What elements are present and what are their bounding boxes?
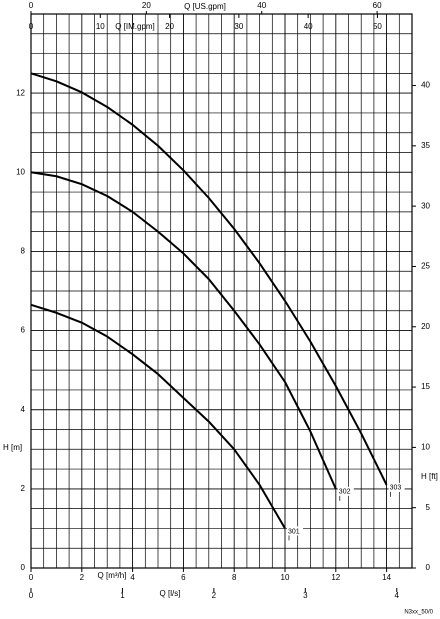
x-axis-label: Q [m³/h] (98, 571, 127, 580)
curve-label-bg (388, 482, 405, 492)
y-tick-label: 12 (16, 88, 25, 97)
right-tick-label: 20 (421, 322, 430, 331)
right-axis-label: H [ft] (421, 472, 438, 481)
x-tick-label: 4 (130, 573, 135, 582)
top-inner-tick-label: 10 (96, 22, 105, 31)
right-tick-label: 10 (421, 442, 430, 451)
y-axis-label: H [m] (3, 443, 22, 452)
curve (30, 303, 286, 529)
y-tick-label: 0 (21, 563, 26, 572)
y-tick-label: 2 (21, 484, 26, 493)
y-tick-label: 8 (21, 247, 26, 256)
x-tick-label: 0 (29, 573, 34, 582)
curve-label-bg (287, 526, 303, 536)
bottom-tick-label: 0 (29, 591, 34, 600)
top-inner-tick-label: 40 (304, 22, 313, 31)
top-inner-tick-label: 0 (29, 22, 34, 31)
curve-label: 303 (390, 485, 402, 492)
right-tick-label: 15 (421, 382, 430, 391)
x-tick-label: 2 (80, 573, 85, 582)
top-tick-label: 20 (142, 1, 151, 10)
curve (30, 72, 388, 486)
curve-label-bg (337, 486, 354, 496)
right-tick-label: 40 (421, 81, 430, 90)
x-tick-label: 6 (181, 573, 186, 582)
top-inner-axis-label: Q [IM.gpm] (115, 22, 155, 31)
top-axis-label: Q [US.gpm] (184, 2, 226, 11)
bottom-tick-label: 2 (212, 591, 217, 600)
bottom-tick-label: 1 (120, 591, 125, 600)
bottom-tick-label: 3 (303, 591, 308, 600)
curve-label: 302 (339, 489, 351, 496)
top-tick-label: 40 (257, 1, 266, 10)
x-tick-label: 10 (281, 573, 290, 582)
bottom-tick-label: 4 (395, 591, 400, 600)
right-tick-label: 30 (421, 201, 430, 210)
right-tick-label: 25 (421, 262, 430, 271)
top-inner-tick-label: 50 (373, 22, 382, 31)
curve (30, 171, 337, 490)
chart-code: N3xx_50/0 (404, 610, 433, 616)
right-tick-label: 35 (421, 141, 430, 150)
top-inner-tick-label: 30 (234, 22, 243, 31)
x-tick-label: 14 (382, 573, 391, 582)
y-tick-label: 10 (16, 167, 25, 176)
label-bg (158, 589, 182, 599)
x-tick-label: 8 (232, 573, 237, 582)
top-inner-tick-label: 20 (165, 22, 174, 31)
right-tick-label: 5 (426, 503, 431, 512)
bottom-axis-label: Q [l/s] (160, 589, 181, 598)
right-tick-label: 0 (426, 563, 431, 572)
curve-label: 301 (288, 528, 300, 535)
y-tick-label: 6 (21, 326, 26, 335)
top-tick-label: 60 (373, 1, 382, 10)
x-tick-label: 12 (331, 573, 340, 582)
top-tick-label: 0 (29, 1, 34, 10)
y-tick-label: 4 (21, 405, 26, 414)
